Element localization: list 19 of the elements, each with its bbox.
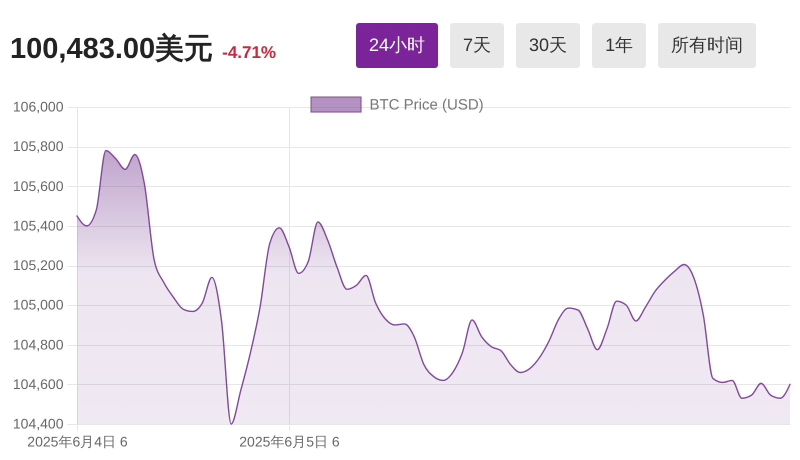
y-tick-label: 105,800 (12, 138, 64, 154)
y-tick-label: 104,600 (12, 376, 64, 392)
y-tick-label: 105,200 (12, 257, 64, 273)
chart-subtitle: -4.71% (222, 43, 276, 62)
y-tick-label: 106,000 (12, 98, 64, 114)
x-tick-label: 2025年6月5日 6 (239, 434, 340, 450)
time-range-button: 24小时 (356, 23, 438, 68)
y-tick-label: 105,400 (12, 217, 64, 234)
y-tick-label: 104,800 (12, 336, 64, 352)
time-range-button: 1年 (592, 23, 646, 68)
x-tick-label: 2025年6月4日 6 (27, 434, 128, 450)
y-tick-label: 105,000 (12, 296, 64, 313)
time-range-button: 7天 (450, 23, 504, 68)
chart-title: 100,483.00美元 (10, 33, 214, 65)
time-range-button: 所有时间 (658, 23, 756, 68)
y-tick-label: 104,400 (12, 416, 64, 432)
y-tick-label: 105,600 (12, 178, 64, 194)
legend-label: BTC Price (USD) (370, 96, 484, 114)
time-range-button: 30天 (516, 23, 580, 68)
